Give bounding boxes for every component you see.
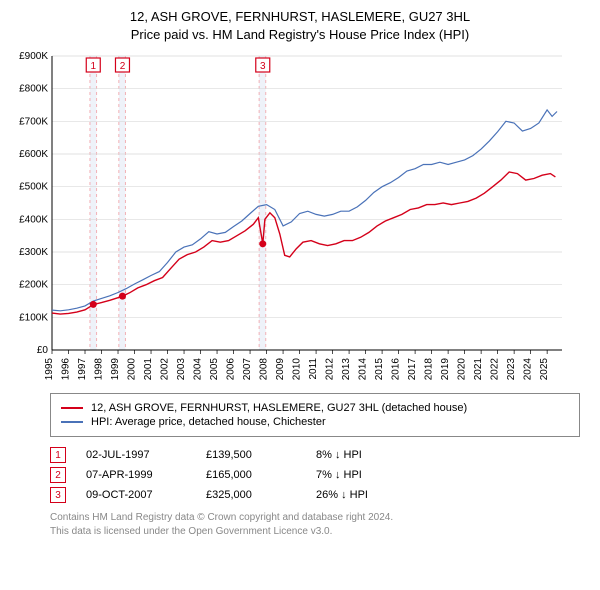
- svg-text:2007: 2007: [242, 358, 253, 380]
- legend-swatch: [61, 407, 83, 409]
- svg-text:2004: 2004: [193, 358, 204, 380]
- svg-text:2014: 2014: [358, 358, 369, 380]
- svg-text:2018: 2018: [424, 358, 435, 380]
- sales-price: £325,000: [206, 489, 316, 501]
- svg-text:£700K: £700K: [19, 117, 48, 128]
- svg-text:2017: 2017: [407, 358, 418, 380]
- svg-text:2013: 2013: [341, 358, 352, 380]
- sales-date: 07-APR-1999: [86, 469, 206, 481]
- legend-label: HPI: Average price, detached house, Chic…: [91, 416, 326, 428]
- svg-text:£900K: £900K: [19, 51, 48, 62]
- sales-diff: 8% ↓ HPI: [316, 449, 416, 461]
- svg-text:1995: 1995: [44, 358, 55, 380]
- svg-text:2023: 2023: [506, 358, 517, 380]
- sales-price: £139,500: [206, 449, 316, 461]
- svg-text:£400K: £400K: [19, 215, 48, 226]
- svg-text:2016: 2016: [391, 358, 402, 380]
- sales-table: 1 02-JUL-1997£139,5008% ↓ HPI 2 07-APR-1999…: [50, 447, 580, 503]
- sales-row: 2 07-APR-1999£165,0007% ↓ HPI: [50, 467, 580, 483]
- svg-text:£200K: £200K: [19, 280, 48, 291]
- svg-text:1996: 1996: [61, 358, 72, 380]
- legend-row: 12, ASH GROVE, FERNHURST, HASLEMERE, GU2…: [61, 402, 569, 414]
- chart-title: 12, ASH GROVE, FERNHURST, HASLEMERE, GU2…: [0, 0, 600, 44]
- svg-text:2: 2: [120, 61, 126, 72]
- svg-text:2005: 2005: [209, 358, 220, 380]
- sales-row: 1 02-JUL-1997£139,5008% ↓ HPI: [50, 447, 580, 463]
- sales-date: 09-OCT-2007: [86, 489, 206, 501]
- sales-marker: 3: [50, 487, 66, 503]
- sales-marker: 2: [50, 467, 66, 483]
- legend: 12, ASH GROVE, FERNHURST, HASLEMERE, GU2…: [50, 393, 580, 437]
- svg-text:2015: 2015: [374, 358, 385, 380]
- svg-text:2009: 2009: [275, 358, 286, 380]
- sales-diff: 7% ↓ HPI: [316, 469, 416, 481]
- legend-swatch: [61, 421, 83, 423]
- sales-marker: 1: [50, 447, 66, 463]
- svg-text:1997: 1997: [77, 358, 88, 380]
- svg-text:£500K: £500K: [19, 182, 48, 193]
- svg-text:2022: 2022: [490, 358, 501, 380]
- svg-text:2021: 2021: [473, 358, 484, 380]
- line-chart: £0 £100K £200K £300K £400K £500K £600K £700K £80…: [10, 50, 590, 385]
- svg-text:3: 3: [260, 61, 266, 72]
- svg-text:2025: 2025: [539, 358, 550, 380]
- svg-text:2003: 2003: [176, 358, 187, 380]
- svg-text:2012: 2012: [325, 358, 336, 380]
- sales-diff: 26% ↓ HPI: [316, 489, 416, 501]
- svg-text:2006: 2006: [226, 358, 237, 380]
- chart-svg: £0 £100K £200K £300K £400K £500K £600K £700K £80…: [10, 50, 570, 380]
- svg-text:2011: 2011: [308, 358, 319, 380]
- svg-text:2008: 2008: [259, 358, 270, 380]
- legend-label: 12, ASH GROVE, FERNHURST, HASLEMERE, GU2…: [91, 402, 467, 414]
- title-line-2: Price paid vs. HM Land Registry's House …: [0, 26, 600, 44]
- chart-container: 12, ASH GROVE, FERNHURST, HASLEMERE, GU2…: [0, 0, 600, 590]
- svg-text:£600K: £600K: [19, 149, 48, 160]
- sales-price: £165,000: [206, 469, 316, 481]
- attribution: Contains HM Land Registry data © Crown c…: [50, 511, 580, 539]
- svg-text:2024: 2024: [523, 358, 534, 380]
- svg-text:1999: 1999: [110, 358, 121, 380]
- svg-text:£800K: £800K: [19, 84, 48, 95]
- svg-text:2000: 2000: [127, 358, 138, 380]
- svg-text:2020: 2020: [457, 358, 468, 380]
- svg-text:2010: 2010: [292, 358, 303, 380]
- svg-text:2001: 2001: [143, 358, 154, 380]
- svg-text:2002: 2002: [160, 358, 171, 380]
- sales-row: 3 09-OCT-2007£325,00026% ↓ HPI: [50, 487, 580, 503]
- svg-text:£300K: £300K: [19, 247, 48, 258]
- sales-date: 02-JUL-1997: [86, 449, 206, 461]
- svg-text:£100K: £100K: [19, 313, 48, 324]
- title-line-1: 12, ASH GROVE, FERNHURST, HASLEMERE, GU2…: [0, 8, 600, 26]
- svg-text:2019: 2019: [440, 358, 451, 380]
- attribution-line-1: Contains HM Land Registry data © Crown c…: [50, 511, 580, 525]
- legend-row: HPI: Average price, detached house, Chic…: [61, 416, 569, 428]
- svg-text:£0: £0: [37, 345, 49, 356]
- svg-text:1: 1: [90, 61, 96, 72]
- attribution-line-2: This data is licensed under the Open Gov…: [50, 525, 580, 539]
- svg-text:1998: 1998: [94, 358, 105, 380]
